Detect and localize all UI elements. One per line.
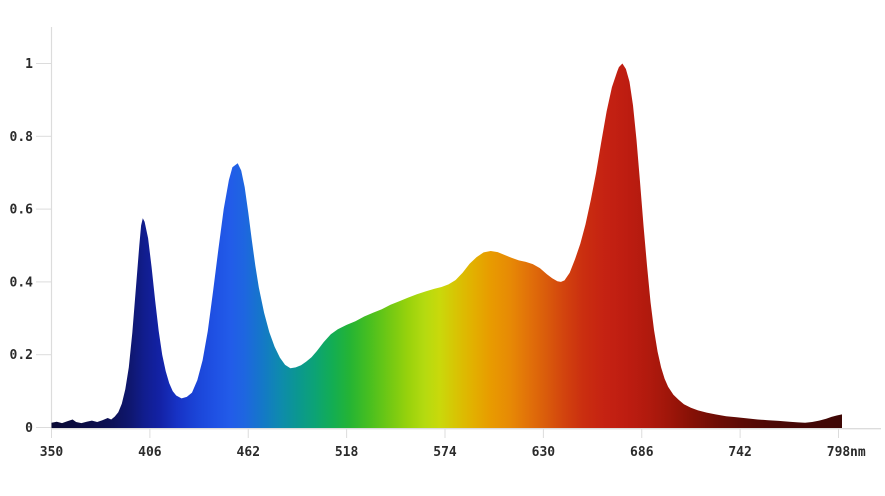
- x-tick-label: 630: [532, 445, 556, 460]
- spectral-power-curve: [51, 63, 842, 428]
- x-tick-label: 574: [433, 445, 457, 460]
- x-tick-label: 462: [237, 445, 260, 460]
- y-tick-label: 0.2: [10, 348, 33, 363]
- x-tick-label: 798: [827, 445, 851, 460]
- y-tick-label: 0: [25, 421, 33, 436]
- y-tick-label: 0.6: [10, 203, 34, 218]
- x-tick-label: 406: [138, 445, 162, 460]
- y-tick-label: 1: [25, 57, 33, 72]
- axes: [36, 27, 881, 438]
- y-tick-label: 0.4: [10, 275, 34, 290]
- x-tick-label: 350: [40, 445, 64, 460]
- y-tick-label: 0.8: [10, 130, 34, 145]
- x-tick-label: 742: [728, 445, 751, 460]
- x-tick-label: 686: [630, 445, 654, 460]
- spectrum-area: [51, 63, 842, 428]
- axis-labels: 0 0.2 0.4 0.6 0.8 1 350 406 462 518 574 630 686 742 79…: [10, 57, 851, 460]
- x-axis-unit-label: nm: [850, 445, 866, 460]
- x-tick-label: 518: [335, 445, 359, 460]
